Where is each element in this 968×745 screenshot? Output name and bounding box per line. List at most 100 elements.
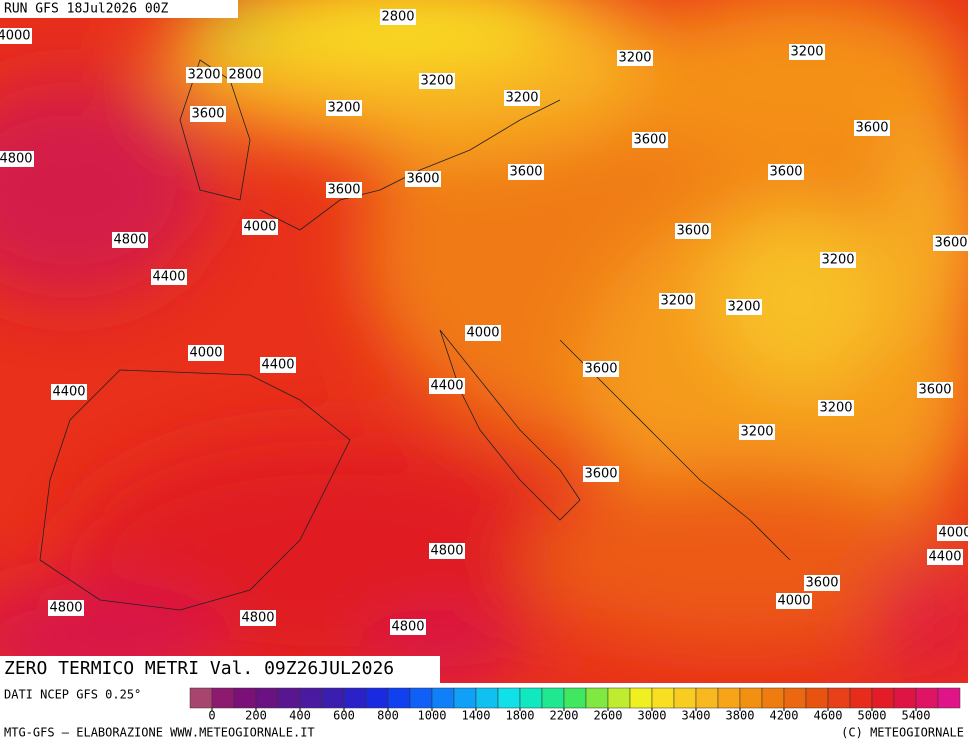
- contour-label-box: [632, 132, 668, 148]
- colorbar-tick-label: 4600: [814, 709, 843, 723]
- contour-label-box: [260, 357, 296, 373]
- contour-label-box: [768, 164, 804, 180]
- colorbar-swatch: [365, 687, 389, 709]
- contour-label: 3600: [769, 165, 802, 180]
- colorbar-tick-label: 0: [208, 709, 215, 723]
- contour-label: 4800: [430, 544, 463, 559]
- colorbar-tick-label: 5400: [902, 709, 931, 723]
- contour-label-box: [51, 384, 87, 400]
- contour-label-box: [583, 466, 619, 482]
- colorbar-tick-label: 1800: [506, 709, 535, 723]
- contour-label-box: [820, 252, 856, 268]
- colorbar-swatch: [321, 687, 345, 709]
- contour-label: 4400: [928, 550, 961, 565]
- contour-label-box: [739, 424, 775, 440]
- contour-label: 3200: [790, 45, 823, 60]
- colorbar-swatch: [585, 687, 609, 709]
- colorbar-swatch: [233, 687, 257, 709]
- contour-label: 4000: [243, 220, 276, 235]
- colorbar-swatch: [937, 687, 961, 709]
- contour-label-box: [917, 382, 953, 398]
- contour-label-box: [726, 299, 762, 315]
- contour-label-box: [508, 164, 544, 180]
- contour-label-box: [227, 67, 263, 83]
- contour-label: 3600: [676, 224, 709, 239]
- contour-label: 3600: [805, 576, 838, 591]
- colorbar-swatch: [563, 687, 587, 709]
- contour-label-box: [190, 106, 226, 122]
- contour-label: 3600: [191, 107, 224, 122]
- contour-label: 4800: [391, 620, 424, 635]
- colorbar-swatch: [849, 687, 873, 709]
- contour-label-box: [854, 120, 890, 136]
- colorbar-tick-label: 2600: [594, 709, 623, 723]
- contour-label: 4000: [189, 346, 222, 361]
- colorbar-tick-label: 400: [289, 709, 311, 723]
- contour-label: 3200: [420, 74, 453, 89]
- contour-label: 3600: [855, 121, 888, 136]
- colorbar-swatch: [739, 687, 763, 709]
- contour-label: 4000: [0, 29, 31, 44]
- contour-label: 2800: [381, 10, 414, 25]
- contour-label: 4800: [113, 233, 146, 248]
- colorbar-swatch: [915, 687, 939, 709]
- colorbar-swatch: [387, 687, 411, 709]
- contour-label: 4400: [261, 358, 294, 373]
- contour-label-box: [937, 525, 968, 541]
- run-label: RUN GFS 18Jul2026 00Z: [4, 2, 169, 17]
- contour-label-box: [186, 67, 222, 83]
- colorbar: 0 200 400 600 800 1000 1400 1800 2200 2600 3000 340…: [189, 687, 961, 723]
- colorbar-swatch: [541, 687, 565, 709]
- contour-label-box: [240, 610, 276, 626]
- colorbar-swatch: [453, 687, 477, 709]
- colorbar-swatch: [871, 687, 895, 709]
- colorbar-tick-label: 600: [333, 709, 355, 723]
- contour-label: 4800: [49, 601, 82, 616]
- contour-label: 2800: [228, 68, 261, 83]
- contour-label-box: [242, 219, 278, 235]
- contour-label-box: [818, 400, 854, 416]
- colorbar-tick-label: 3400: [682, 709, 711, 723]
- contour-label: 4800: [241, 611, 274, 626]
- contour-label: 3600: [934, 236, 967, 251]
- colorbar-tick-label: 1000: [418, 709, 447, 723]
- contour-label-box: [933, 235, 968, 251]
- colorbar-tick-label: 5000: [858, 709, 887, 723]
- source-note: DATI NCEP GFS 0.25°: [4, 688, 141, 702]
- run-box: [0, 0, 238, 18]
- contour-label-box: [675, 223, 711, 239]
- colorbar-swatch: [255, 687, 279, 709]
- contour-label: 3200: [819, 401, 852, 416]
- contour-label-box: [0, 28, 32, 44]
- colorbar-swatch: [607, 687, 631, 709]
- contour-label: 3200: [618, 51, 651, 66]
- colorbar-tick-label: 3800: [726, 709, 755, 723]
- contour-labels: 2800 4000 3200 2800 3200 3200 3200 3600 3200 3200…: [0, 9, 968, 635]
- contour-label: 4000: [466, 326, 499, 341]
- colorbar-swatch: [717, 687, 741, 709]
- contour-label: 3200: [505, 91, 538, 106]
- contour-label: 3600: [584, 467, 617, 482]
- colorbar-tick-label: 3000: [638, 709, 667, 723]
- contour-label: 3200: [740, 425, 773, 440]
- colorbar-swatch: [651, 687, 675, 709]
- colorbar-swatch: [497, 687, 521, 709]
- colorbar-swatch: [299, 687, 323, 709]
- contour-label-box: [405, 171, 441, 187]
- contour-label-box: [465, 325, 501, 341]
- contour-label-box: [151, 269, 187, 285]
- contour-label: 3600: [327, 183, 360, 198]
- colorbar-swatch: [409, 687, 433, 709]
- colorbar-swatch: [673, 687, 697, 709]
- colorbar-swatch: [761, 687, 785, 709]
- contour-label: 4000: [777, 594, 810, 609]
- colorbar-tick-label: 4200: [770, 709, 799, 723]
- contour-label-box: [659, 293, 695, 309]
- credit-note: MTG-GFS — ELABORAZIONE WWW.METEOGIORNALE…: [4, 726, 315, 740]
- contour-label-box: [419, 73, 455, 89]
- contour-label: 4000: [938, 526, 968, 541]
- contour-label-box: [429, 543, 465, 559]
- contour-label-box: [429, 378, 465, 394]
- contour-label: 3200: [187, 68, 220, 83]
